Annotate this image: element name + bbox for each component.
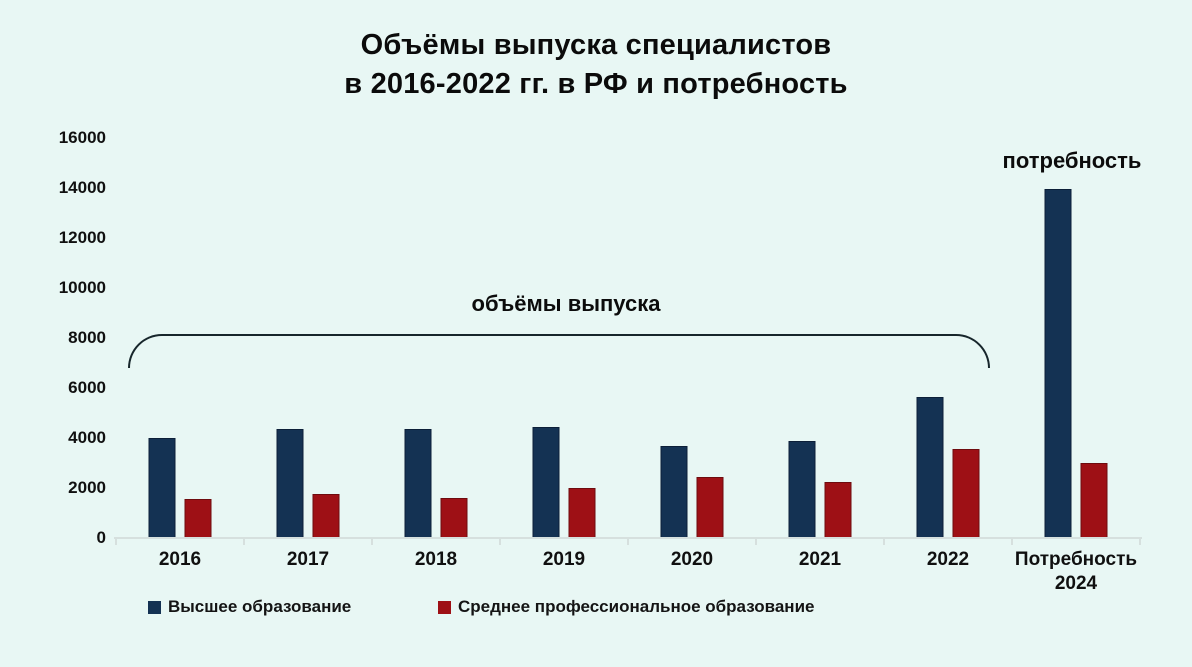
bar	[660, 445, 688, 538]
chart-title-line2: в 2016-2022 гг. в РФ и потребность	[344, 68, 848, 100]
x-axis-tick	[1011, 539, 1013, 545]
bar	[276, 429, 304, 538]
bar	[1044, 189, 1072, 538]
x-axis-line	[114, 537, 1142, 539]
bar-pair	[404, 138, 468, 538]
bar	[788, 440, 816, 538]
legend-swatch-red	[438, 600, 451, 614]
x-axis-tick	[1139, 539, 1141, 545]
x-axis-tick	[883, 539, 885, 545]
bar	[952, 449, 980, 538]
bar	[568, 488, 596, 538]
y-tick-label: 4000	[68, 428, 106, 447]
bar	[696, 476, 724, 538]
bar-pair	[1044, 138, 1108, 538]
bar-pair	[788, 138, 852, 538]
bar-group	[372, 138, 500, 538]
plot-area	[116, 138, 1140, 538]
bar-pair	[916, 138, 980, 538]
legend-label-secondary-professional: Среднее профессиональное образование	[458, 597, 815, 616]
y-tick-label: 6000	[68, 378, 106, 397]
bar-group	[116, 138, 244, 538]
bar-group	[1012, 138, 1140, 538]
bar	[916, 396, 944, 538]
legend: Высшее образование Среднее профессиональ…	[0, 597, 1192, 623]
bar	[440, 498, 468, 538]
x-axis-tick	[115, 539, 117, 545]
bar	[148, 438, 176, 538]
x-tick-label: Потребность 2024	[1014, 549, 1138, 594]
bar-group	[500, 138, 628, 538]
bar	[1080, 463, 1108, 538]
bar-group	[884, 138, 1012, 538]
bar-pair	[148, 138, 212, 538]
x-tick-label: 2020	[670, 549, 714, 570]
x-tick-label: 2017	[286, 549, 330, 570]
chart-title: Объёмы выпуска специалистов в 2016-2022 …	[0, 26, 1192, 104]
x-tick-label: 2021	[798, 549, 842, 570]
bar	[184, 499, 212, 538]
bar-pair	[660, 138, 724, 538]
y-tick-label: 16000	[58, 128, 106, 147]
x-axis-tick	[371, 539, 373, 545]
y-axis-labels: 0 2000 4000 6000 8000 10000 12000 14000 16000	[0, 128, 106, 547]
x-axis-tick	[499, 539, 501, 545]
bar-group	[756, 138, 884, 538]
annotation-vypusk-label: объёмы выпуска	[471, 291, 661, 316]
y-tick-label: 2000	[68, 478, 106, 497]
bar-group	[628, 138, 756, 538]
y-tick-label: 12000	[58, 228, 106, 247]
bar	[824, 481, 852, 538]
chart-title-line1: Объёмы выпуска специалистов	[360, 29, 832, 61]
x-axis-tick	[627, 539, 629, 545]
bar-pair	[276, 138, 340, 538]
bar	[532, 426, 560, 538]
x-axis-tick	[755, 539, 757, 545]
bar	[404, 429, 432, 538]
legend-label-higher-education: Высшее образование	[168, 597, 352, 616]
bar	[312, 494, 340, 538]
y-tick-label: 14000	[58, 178, 106, 197]
y-tick-label: 8000	[68, 328, 106, 347]
legend-swatch-blue	[148, 600, 161, 614]
x-tick-label: 2018	[414, 549, 458, 570]
legend-item-secondary-professional: Среднее профессиональное образование	[438, 597, 814, 617]
y-tick-label: 10000	[58, 278, 106, 297]
bar-group	[244, 138, 372, 538]
legend-item-higher-education: Высшее образование	[148, 597, 351, 617]
x-axis-tick	[243, 539, 245, 545]
annotation-potrebnost-label: потребность	[1002, 148, 1142, 173]
x-tick-label: 2016	[158, 549, 202, 570]
x-tick-label: 2019	[542, 549, 586, 570]
bar-pair	[532, 138, 596, 538]
y-tick-label: 0	[96, 528, 106, 547]
x-tick-label: 2022	[926, 549, 970, 570]
